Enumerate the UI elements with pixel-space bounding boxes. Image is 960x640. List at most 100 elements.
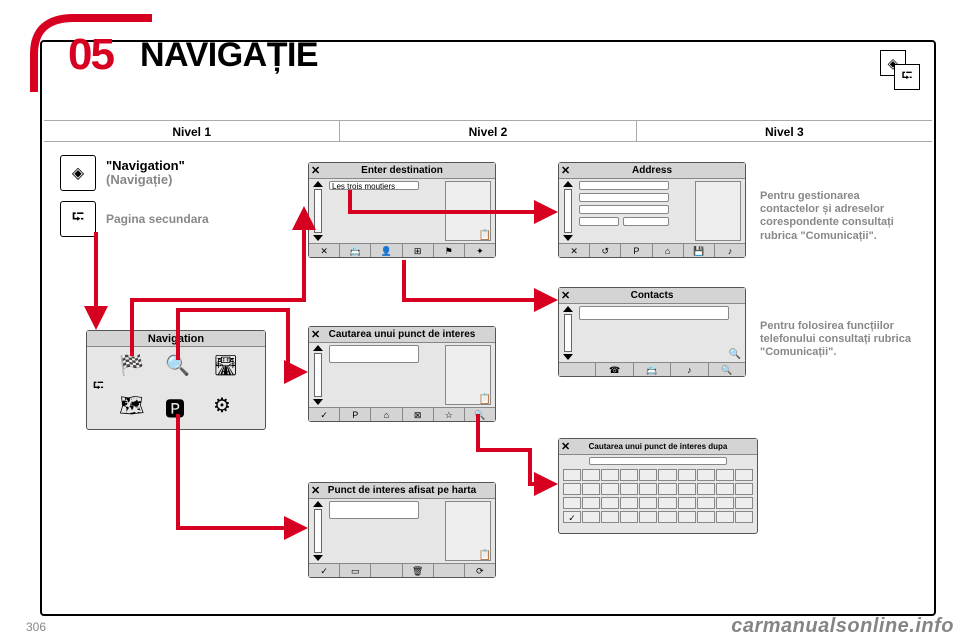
- tool-icon: 💾: [684, 244, 715, 257]
- keyboard-row: ✓: [563, 511, 753, 523]
- tool-icon: ✕: [309, 244, 340, 257]
- addr-field-4: [579, 217, 619, 226]
- keyboard-row: [563, 497, 753, 509]
- panel-poi-search-toolbar: ✓ P ⌂ ⊠ ☆ 🔍: [309, 407, 495, 421]
- tool-icon: ✦: [465, 244, 495, 257]
- addr-field-1: [579, 181, 669, 190]
- panel-address-title: ✕ Address: [559, 163, 745, 179]
- panel-poi-on-map-title: ✕ Punct de interes afisat pe harta: [309, 483, 495, 499]
- level-3-label: Nivel 3: [636, 121, 932, 141]
- panel-navigation-grid: ⮓ 🏁 🔍 🛣 🗺 🅿︎ ⚙: [87, 347, 265, 429]
- nav-heading: "Navigation" (Navigație): [106, 159, 185, 188]
- nav-heading-sub: (Navigație): [106, 172, 172, 187]
- addr-field-3: [579, 205, 669, 214]
- compass-icon: ◈: [60, 155, 96, 191]
- close-icon: ✕: [561, 288, 570, 304]
- keyboard-row: [563, 469, 753, 481]
- scrollbar: [313, 181, 323, 241]
- level-2-label: Nivel 2: [339, 121, 635, 141]
- tool-icon: ⊞: [403, 244, 434, 257]
- sidetext-phone: Pentru folosirea funcțiilor telefonului …: [760, 320, 920, 360]
- tool-icon: ▭: [340, 564, 371, 577]
- tool-icon: ♪: [715, 244, 745, 257]
- section-title: NAVIGAȚIE: [140, 36, 318, 75]
- tool-icon: 👤: [371, 244, 402, 257]
- gear-icon: ⚙: [213, 393, 231, 418]
- header-icons: ◈ ⮓: [880, 50, 930, 100]
- panel-poi-search-title: ✕ Cautarea unui punct de interes: [309, 327, 495, 343]
- map-preview: [695, 181, 741, 241]
- tool-icon: ☆: [434, 408, 465, 421]
- tool-icon: P: [340, 408, 371, 421]
- check-icon: ✓: [563, 511, 581, 523]
- list-icon: 📋: [479, 550, 491, 561]
- map-icon: 🗺: [119, 393, 144, 418]
- scrollbar: [313, 501, 323, 561]
- tool-icon: [371, 564, 402, 577]
- tool-icon: 🔍: [709, 363, 745, 376]
- dest-field: Les trois moutiers: [329, 181, 419, 190]
- panel-enter-destination-title: ✕ Enter destination: [309, 163, 495, 179]
- list-icon: 📋: [479, 230, 491, 241]
- keyboard-row: [563, 483, 753, 495]
- left-column: ◈ "Navigation" (Navigație) ⮓ Pagina secu…: [60, 155, 260, 247]
- panel-contacts-title: ✕ Contacts: [559, 288, 745, 304]
- panel-enter-destination-toolbar: ✕ 📇 👤 ⊞ ⚑ ✦: [309, 243, 495, 257]
- tool-icon: ⟳: [465, 564, 495, 577]
- tool-icon: 🗑: [403, 564, 434, 577]
- scrollbar: [563, 181, 573, 241]
- poi-map-field: [329, 501, 419, 519]
- close-icon: ✕: [311, 483, 320, 499]
- tool-icon: ☎: [596, 363, 633, 376]
- close-icon: ✕: [561, 163, 570, 179]
- nav-heading-main: "Navigation": [106, 158, 185, 173]
- search-icon: 🔍: [165, 353, 190, 378]
- level-1-label: Nivel 1: [44, 121, 339, 141]
- panel-navigation: Navigation ⮓ 🏁 🔍 🛣 🗺 🅿︎ ⚙: [86, 330, 266, 430]
- sidetext-contacts: Pentru gestionarea contactelor și adrese…: [760, 190, 920, 243]
- tool-icon: ↺: [590, 244, 621, 257]
- scrollbar: [313, 345, 323, 405]
- secondary-label: Pagina secundara: [106, 212, 209, 226]
- panel-poi-on-map: ✕ Punct de interes afisat pe harta 📋 ✓ ▭…: [308, 482, 496, 578]
- tool-icon: 🔍: [465, 408, 495, 421]
- panel-contacts: ✕ Contacts 🔍 ☎ 📇 ♪ 🔍: [558, 287, 746, 377]
- road-icon: 🛣: [213, 353, 238, 378]
- tool-icon: ✕: [559, 244, 590, 257]
- tool-icon: ✓: [309, 564, 340, 577]
- enter-icon: ⮓: [894, 64, 920, 90]
- level-header: Nivel 1 Nivel 2 Nivel 3: [44, 120, 932, 142]
- parking-icon: 🅿︎: [165, 393, 185, 422]
- nav-heading-row: ◈ "Navigation" (Navigație): [60, 155, 260, 191]
- panel-poi-by-name-title: ✕ Cautarea unui punct de interes dupa de…: [559, 439, 757, 455]
- panel-navigation-title: Navigation: [87, 331, 265, 347]
- tool-icon: ⚑: [434, 244, 465, 257]
- panel-poi-search: ✕ Cautarea unui punct de interes 📋 ✓ P ⌂…: [308, 326, 496, 422]
- tool-icon: ⌂: [653, 244, 684, 257]
- section-number: 05: [68, 30, 113, 80]
- close-icon: ✕: [311, 327, 320, 343]
- tool-icon: [434, 564, 465, 577]
- page: 05 NAVIGAȚIE ◈ ⮓ Nivel 1 Nivel 2 Nivel 3…: [0, 0, 960, 640]
- tool-icon: 📇: [634, 363, 671, 376]
- panel-contacts-toolbar: ☎ 📇 ♪ 🔍: [559, 362, 745, 376]
- search-icon: 🔍: [729, 349, 741, 360]
- tool-icon: P: [621, 244, 652, 257]
- scrollbar: [563, 306, 573, 360]
- flag-icon: 🏁: [119, 353, 144, 378]
- panel-poi-on-map-toolbar: ✓ ▭ 🗑 ⟳: [309, 563, 495, 577]
- back-icon: ⮓: [93, 375, 104, 399]
- poi-field: [329, 345, 419, 363]
- panel-address: ✕ Address ✕ ↺ P ⌂ 💾 ♪: [558, 162, 746, 258]
- tool-icon: ⊠: [403, 408, 434, 421]
- secondary-row: ⮓ Pagina secundara: [60, 201, 260, 237]
- tool-icon: [559, 363, 596, 376]
- panel-address-toolbar: ✕ ↺ P ⌂ 💾 ♪: [559, 243, 745, 257]
- contacts-field: [579, 306, 729, 320]
- tool-icon: ✓: [309, 408, 340, 421]
- close-icon: ✕: [311, 163, 320, 179]
- watermark: carmanualsonline.info: [731, 615, 954, 638]
- poi-name-field: [589, 457, 727, 465]
- close-icon: ✕: [561, 439, 570, 455]
- tool-icon: 📇: [340, 244, 371, 257]
